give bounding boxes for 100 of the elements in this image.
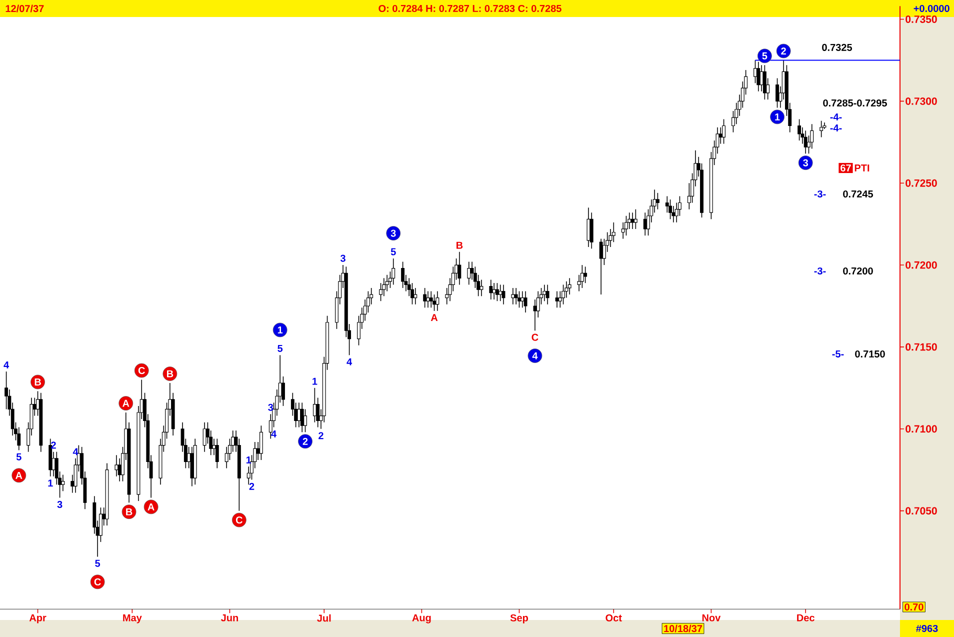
candlestick	[300, 402, 304, 433]
annotation: A	[430, 314, 438, 321]
annotation: C	[532, 334, 538, 341]
candlestick	[634, 208, 638, 230]
candlestick	[754, 60, 757, 84]
candlestick	[423, 288, 427, 308]
candlestick	[722, 118, 726, 144]
candlestick	[114, 454, 118, 477]
annotation: 5	[95, 560, 100, 567]
candlestick	[580, 264, 584, 288]
y-tick-label: 0.7300	[906, 97, 937, 105]
candlestick	[61, 474, 65, 492]
annotation: 4	[346, 358, 352, 366]
x-tick-label: Aug	[412, 614, 431, 624]
candlestick	[533, 299, 537, 331]
chart-subtitle: O: 0.7284 H: 0.7287 L: 0.7283 C: 0.7285	[378, 4, 562, 12]
annotation: -3-	[814, 190, 826, 198]
annotation: 3	[803, 159, 808, 166]
candlestick	[202, 422, 206, 452]
annotation: B	[167, 370, 174, 378]
annotation: 5	[762, 52, 768, 60]
candlestick	[498, 284, 502, 302]
candlestick	[495, 282, 499, 302]
candlestick	[555, 290, 559, 308]
annotation: 1	[775, 113, 780, 120]
annotation: 4	[532, 352, 538, 360]
y-tick-label: 0.7050	[906, 507, 937, 515]
candlestick	[392, 258, 396, 286]
annotation: 67	[840, 164, 851, 172]
candlestick	[804, 130, 808, 154]
candlestick	[259, 425, 263, 460]
ref-line-label: 0.7325	[822, 44, 852, 52]
x-tick-label: Nov	[702, 614, 721, 622]
candlestick	[798, 118, 802, 141]
annotation: 2	[302, 438, 308, 445]
y-tick-label: 0.7100	[906, 425, 937, 433]
candlestick	[518, 290, 521, 308]
annotation: -3-	[814, 267, 826, 275]
annotation: 4	[4, 361, 10, 368]
candlestick	[489, 279, 493, 300]
candlestick	[511, 288, 515, 305]
annotation: 1	[246, 456, 252, 464]
annotation: C	[94, 578, 101, 586]
candlestick	[215, 438, 219, 469]
annotation: 2	[249, 482, 254, 490]
x-tick-label: Apr	[29, 614, 46, 624]
x-tick-label: Dec	[797, 614, 814, 622]
annotation: -4-	[830, 124, 842, 132]
text: 10/18/37	[664, 624, 702, 632]
annotation: -5-	[832, 350, 844, 358]
candlestick	[480, 279, 484, 297]
annotation: 3	[268, 404, 274, 411]
candlestick	[599, 238, 603, 295]
candlestick	[401, 261, 405, 288]
candlestick	[414, 288, 418, 305]
candlestick	[810, 124, 814, 150]
candlestick	[432, 294, 436, 312]
annotation: 3	[340, 254, 346, 262]
annotation: -4-	[830, 114, 842, 120]
annotation: 2	[51, 442, 56, 449]
candlestick	[562, 284, 566, 305]
candlestick	[426, 290, 430, 308]
chart-title: 12/07/37	[6, 4, 44, 12]
candlestick	[718, 126, 722, 144]
candlestick	[304, 408, 307, 433]
candlestick	[385, 274, 389, 292]
x-tick-label: Jun	[220, 614, 238, 622]
candlestick	[429, 290, 433, 308]
annotation: 0.7200	[843, 267, 873, 275]
annotation: 2	[781, 48, 786, 54]
annotation: 2	[318, 432, 324, 440]
candlestick	[17, 426, 21, 451]
x-tick-label: Jul	[317, 614, 331, 622]
annotation: C	[138, 366, 145, 374]
y-tick-label: 0.7250	[906, 179, 937, 187]
candlestick	[762, 64, 766, 100]
candlestick	[776, 78, 779, 108]
candlestick	[584, 266, 588, 284]
candlestick	[514, 288, 518, 305]
candlestick	[546, 284, 550, 305]
text: 0.70	[904, 603, 924, 611]
annotation: 1	[278, 326, 283, 334]
annotation: 0.7245	[843, 190, 874, 198]
annotation: 4	[271, 430, 277, 438]
x-tick-label: Oct	[606, 614, 622, 622]
y-tick-label: 0.7200	[906, 261, 937, 269]
annotation: 1	[312, 378, 318, 385]
candlestick	[820, 120, 824, 138]
candlestick	[668, 199, 672, 220]
annotation: 1	[48, 480, 53, 486]
x-tick-label: Sep	[510, 614, 528, 624]
annotation: A	[122, 400, 130, 407]
y-tick-label: 0.7350	[906, 16, 937, 23]
annotation: 0.7150	[855, 350, 885, 358]
annotation: 5	[278, 344, 283, 352]
annotation: B	[456, 242, 463, 249]
annotation: B	[34, 378, 41, 386]
candlestick	[624, 215, 628, 236]
annotation: 5	[390, 248, 396, 256]
text: +0.0000	[914, 4, 950, 12]
